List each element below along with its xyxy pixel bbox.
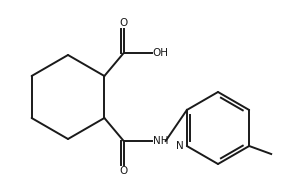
Text: NH: NH xyxy=(153,136,168,146)
Text: N: N xyxy=(176,141,184,151)
Text: O: O xyxy=(120,18,128,28)
Text: OH: OH xyxy=(153,48,169,58)
Text: O: O xyxy=(120,166,128,176)
